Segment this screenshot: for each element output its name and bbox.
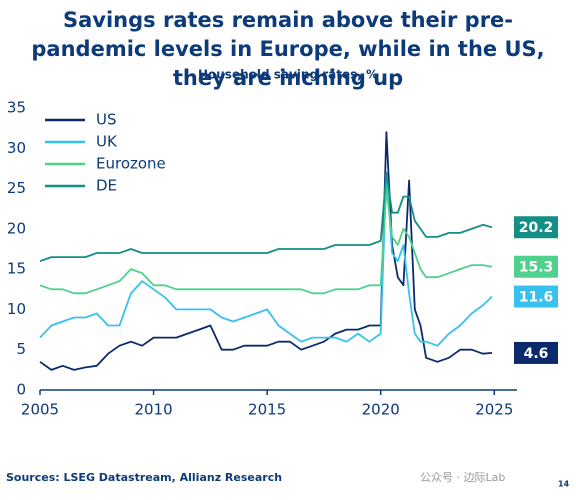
end-label-box <box>514 285 558 308</box>
x-tick-label: 2010 <box>134 401 172 419</box>
watermark: 公众号 · 边际Lab <box>420 471 505 484</box>
end-label: 11.6 <box>519 290 554 306</box>
y-tick-label: 25 <box>7 179 26 197</box>
legend-label: DE <box>96 177 117 195</box>
end-label-box <box>514 255 558 278</box>
end-label-box <box>514 216 558 239</box>
series-line <box>39 171 493 262</box>
y-tick-label: 10 <box>7 300 26 318</box>
chart-subtitle: Household saving rates, % <box>198 68 378 82</box>
source: Sources: LSEG Datastream, Allianz Resear… <box>6 471 282 484</box>
page-number: 14 <box>558 480 570 489</box>
series-line <box>39 171 493 347</box>
y-tick-label: 35 <box>7 99 26 117</box>
series-line <box>39 187 493 295</box>
legend-label: US <box>96 111 117 129</box>
y-tick-label: 15 <box>7 260 26 278</box>
y-tick-label: 30 <box>7 139 26 157</box>
end-label: 15.3 <box>519 260 554 276</box>
end-label-box <box>514 341 558 364</box>
y-tick-label: 5 <box>16 340 26 358</box>
x-tick-label: 2015 <box>248 401 286 419</box>
x-tick-label: 2025 <box>475 401 513 419</box>
y-tick-label: 0 <box>16 381 26 399</box>
y-tick-label: 20 <box>7 219 26 237</box>
end-label: 20.2 <box>519 220 554 236</box>
legend-label: UK <box>96 133 118 151</box>
legend-label: Eurozone <box>96 155 166 173</box>
x-tick-label: 2020 <box>362 401 400 419</box>
chart-title: Savings rates remain above their pre-pan… <box>31 8 545 90</box>
x-tick-label: 2005 <box>21 401 59 419</box>
series-line <box>39 131 493 371</box>
end-label: 4.6 <box>524 346 549 362</box>
